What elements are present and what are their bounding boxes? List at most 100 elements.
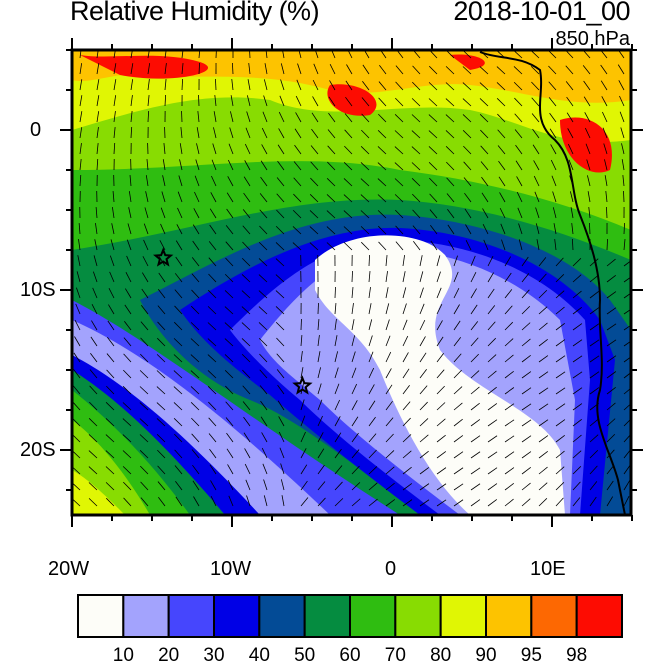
wind-barb [196,143,200,155]
wind-barb [623,372,631,379]
wind-barb [436,369,445,379]
wind-barb [412,193,421,203]
wind-barb [334,448,342,459]
wind-barb [292,242,302,251]
wind-barb [310,145,319,155]
wind-barb [244,463,251,475]
wind-barb [196,127,200,139]
wind-barb [487,483,498,491]
wind-barb [346,64,353,75]
wind-barb [317,415,323,427]
wind-barb [207,306,217,315]
x-tick-0: 0 [385,558,397,580]
wind-barb [621,159,625,171]
wind-barb [453,483,464,491]
wind-barb [586,159,591,171]
wind-barb [504,483,515,491]
wind-barb [504,370,514,379]
wind-barb [263,495,268,507]
wind-barb [385,319,390,331]
wind-barb [225,417,234,427]
wind-barb [462,114,472,123]
wind-barb [79,79,83,91]
wind-barb [482,223,489,235]
wind-barb [242,225,251,235]
wind-barb [547,50,557,59]
wind-barb [163,143,166,155]
wind-barb [125,272,132,283]
wind-barb [402,352,409,363]
wind-barb [262,463,268,475]
wind-barb [275,225,285,235]
wind-barb [157,481,166,491]
wind-barb [623,324,631,331]
wind-barb [470,386,480,395]
wind-barb [394,178,404,187]
wind-barb [106,369,115,379]
wind-barb [623,480,631,491]
wind-barb [402,384,410,395]
wind-barb [395,81,404,91]
colorbar-swatch [349,594,397,638]
wind-barb [360,241,370,251]
wind-barb [470,483,481,491]
wind-barb [208,401,217,411]
wind-barb [411,114,421,123]
wind-barb [88,418,98,427]
wind-barb [295,112,302,123]
wind-barb [344,145,353,155]
wind-barb [173,402,183,411]
wind-barb [470,271,477,283]
wind-barb [430,224,438,235]
wind-barb [428,65,438,75]
wind-barb [79,111,83,123]
wind-barb [623,292,631,299]
wind-barb [174,289,183,299]
wind-barb [210,192,217,203]
wind-barb [368,400,376,411]
wind-barb [180,127,183,139]
wind-barb [145,175,149,187]
wind-barb [173,386,183,395]
colorbar-swatch [439,594,487,638]
wind-barb [317,302,319,315]
wind-barb [73,352,81,363]
wind-barb [538,273,547,283]
wind-barb [402,499,413,507]
wind-barb [513,66,523,75]
wind-barb [412,209,421,219]
wind-barb [385,417,394,427]
wind-barb [555,322,565,331]
wind-barb [126,255,132,267]
wind-barb [312,79,319,91]
wind-barb [419,369,427,379]
wind-barb [241,353,251,363]
wind-barb [259,225,268,235]
wind-barb [351,367,357,379]
wind-barb [394,114,404,123]
wind-barb [261,432,268,443]
wind-barb [177,191,183,203]
wind-barb [279,447,285,459]
wind-barb [479,114,489,123]
x-tick-10w: 10W [210,558,252,580]
wind-barb [130,95,133,107]
wind-barb [555,466,565,475]
wind-barb [79,95,83,107]
wind-barb [326,194,336,203]
wind-barb [601,96,608,107]
wind-barb [377,146,387,155]
wind-barb [500,223,506,235]
wind-barb [572,339,583,347]
wind-barb [241,257,251,267]
wind-barb [351,432,359,443]
wind-barb [565,81,574,91]
wind-barb [276,337,285,347]
wind-barb [90,352,98,363]
wind-barb [589,465,598,475]
wind-barb [91,320,98,331]
wind-barb [453,353,462,363]
wind-barb [462,130,472,139]
wind-barb [125,288,132,299]
